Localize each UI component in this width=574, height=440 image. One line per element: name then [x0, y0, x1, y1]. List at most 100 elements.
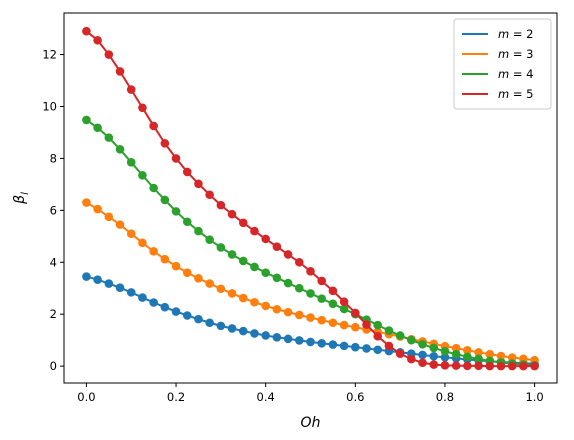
x-tick-label: 1.0: [525, 390, 543, 404]
data-point: [126, 85, 136, 94]
data-point: [171, 207, 181, 216]
data-point: [205, 318, 214, 328]
data-point: [126, 288, 136, 297]
data-point: [227, 289, 237, 298]
data-point: [194, 274, 203, 283]
data-point: [463, 352, 472, 362]
data-point: [104, 133, 114, 142]
series-1: [82, 272, 539, 369]
data-point: [440, 347, 450, 356]
data-point: [250, 262, 259, 272]
y-tick-label: 6: [50, 203, 57, 217]
data-point: [82, 26, 91, 36]
data-point: [283, 278, 293, 288]
data-point: [440, 361, 450, 370]
data-point: [182, 217, 192, 227]
data-point: [395, 349, 405, 358]
data-point: [250, 297, 259, 307]
legend-item: m = 5: [462, 87, 533, 101]
data-point: [519, 361, 528, 371]
data-point: [395, 331, 405, 340]
data-point: [182, 311, 192, 320]
data-point: [93, 275, 102, 284]
y-axis-label-subscript: l: [20, 192, 31, 195]
data-point: [261, 234, 270, 244]
data-point: [283, 334, 293, 344]
x-tick-label: 0.6: [346, 390, 364, 404]
data-point: [250, 329, 259, 338]
data-point: [418, 340, 427, 349]
data-point: [418, 358, 427, 368]
data-point: [351, 322, 360, 332]
data-point: [149, 121, 158, 131]
data-point: [362, 344, 371, 353]
data-point: [463, 361, 472, 371]
data-point: [328, 299, 338, 309]
data-point: [238, 218, 248, 228]
data-point: [149, 247, 158, 256]
data-point: [496, 351, 506, 361]
y-tick-label: 4: [50, 255, 57, 269]
y-tick-label: 10: [42, 99, 57, 113]
data-point: [283, 307, 293, 317]
series-layer: [82, 26, 539, 371]
legend-label: m = 5: [498, 87, 533, 101]
data-point: [306, 337, 315, 347]
data-point: [317, 294, 327, 303]
data-point: [160, 302, 170, 312]
data-point: [216, 321, 226, 331]
series-3: [82, 115, 539, 370]
series-4: [82, 26, 539, 371]
data-point: [205, 279, 214, 288]
data-point: [272, 304, 282, 314]
data-point: [182, 167, 192, 177]
legend-label: m = 3: [498, 47, 533, 61]
data-point: [418, 350, 427, 360]
data-point: [205, 190, 214, 200]
data-point: [384, 326, 394, 335]
data-point: [429, 343, 439, 353]
data-point: [451, 343, 461, 353]
data-point: [294, 283, 304, 293]
data-point: [261, 301, 270, 311]
data-point: [351, 308, 360, 318]
data-point: [407, 335, 416, 345]
data-point: [362, 320, 371, 329]
data-point: [272, 273, 282, 283]
data-point: [306, 289, 315, 298]
data-point: [126, 229, 136, 239]
data-point: [317, 338, 327, 348]
data-point: [138, 293, 147, 302]
data-point: [373, 345, 383, 355]
data-point: [238, 293, 248, 303]
data-point: [507, 361, 517, 371]
data-point: [227, 324, 237, 333]
data-point: [306, 313, 315, 322]
data-point: [171, 307, 181, 316]
data-point: [530, 361, 539, 371]
x-tick-label: 0.0: [77, 390, 95, 404]
data-point: [407, 354, 416, 364]
data-point: [216, 243, 226, 252]
data-point: [317, 315, 327, 325]
data-point: [115, 145, 125, 154]
data-point: [205, 235, 214, 244]
y-tick-label: 8: [50, 151, 57, 165]
data-point: [93, 204, 102, 214]
legend-item: m = 3: [462, 47, 533, 61]
data-point: [294, 310, 304, 320]
y-axis-label: βl: [12, 192, 31, 205]
data-point: [250, 226, 259, 236]
data-point: [496, 361, 506, 371]
data-point: [485, 349, 495, 359]
data-point: [104, 212, 114, 222]
legend-label: m = 2: [498, 27, 533, 41]
data-point: [463, 345, 472, 355]
data-point: [216, 284, 226, 294]
y-axis-label-base: β: [12, 195, 28, 205]
data-point: [149, 183, 158, 193]
x-tick-label: 0.2: [167, 390, 185, 404]
data-point: [194, 226, 203, 236]
data-point: [93, 123, 102, 133]
